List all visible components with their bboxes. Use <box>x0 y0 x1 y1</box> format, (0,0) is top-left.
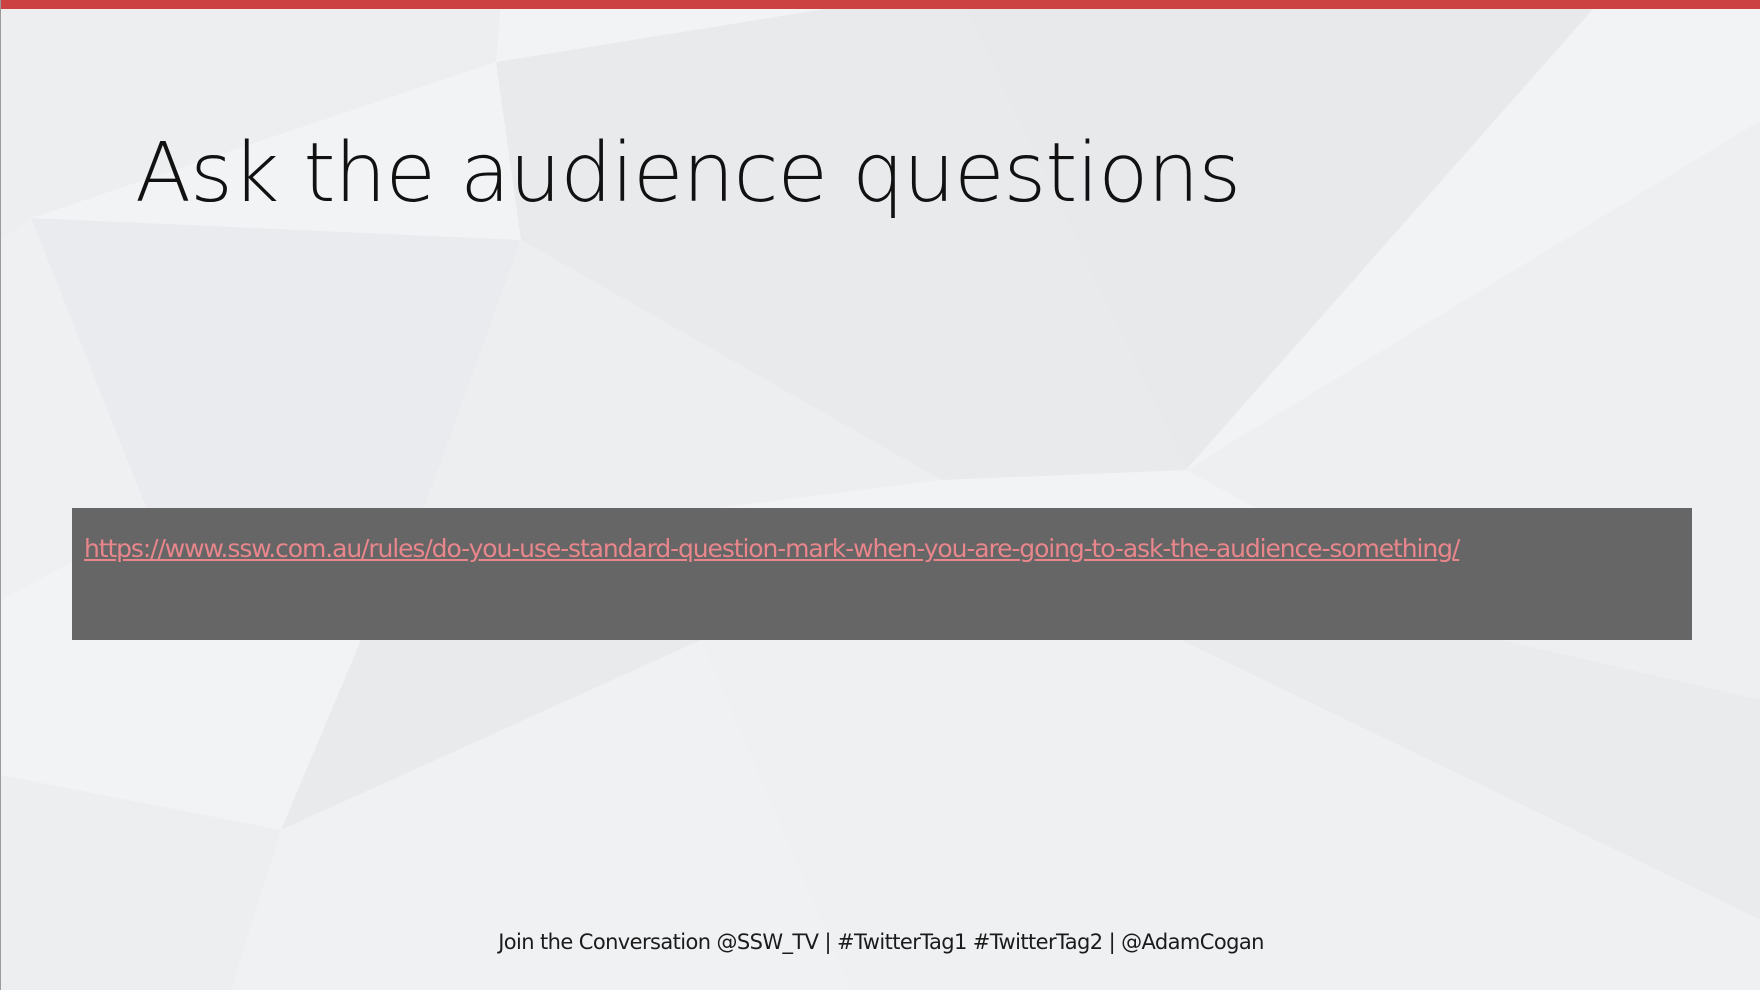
rule-link[interactable]: https://www.ssw.com.au/rules/do-you-use-… <box>84 534 1460 563</box>
link-box: https://www.ssw.com.au/rules/do-you-use-… <box>72 508 1692 640</box>
top-accent-bar <box>1 0 1760 9</box>
slide-title: Ask the audience questions <box>135 126 1241 221</box>
footer-text: Join the Conversation @SSW_TV | #Twitter… <box>498 930 1264 954</box>
